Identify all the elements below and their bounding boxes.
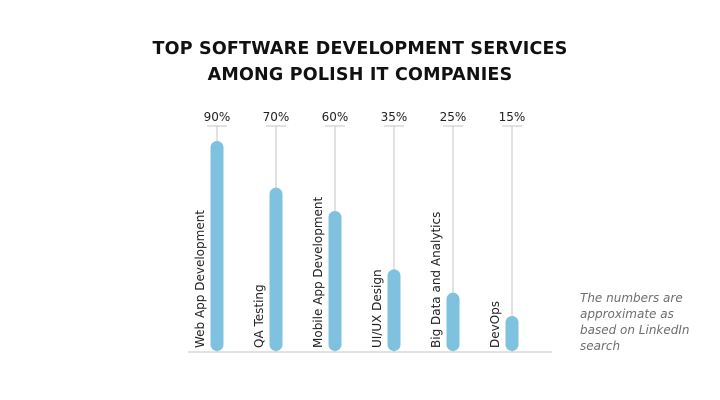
category-label: Big Data and Analytics <box>429 212 443 348</box>
value-label: 35% <box>381 110 408 124</box>
bar <box>269 187 283 351</box>
chart-title-line-1: TOP SOFTWARE DEVELOPMENT SERVICES <box>152 39 568 59</box>
bar <box>446 292 460 351</box>
category-label: Mobile App Development <box>311 196 325 348</box>
category-label: UI/UX Design <box>370 269 384 348</box>
value-label: 90% <box>204 110 231 124</box>
bar <box>210 141 224 351</box>
chart-title-line-2: AMONG POLISH IT COMPANIES <box>207 65 513 85</box>
category-label: Web App Development <box>193 210 207 348</box>
value-label: 60% <box>322 110 349 124</box>
value-label: 25% <box>440 110 467 124</box>
bar <box>387 269 401 351</box>
bar <box>505 316 519 351</box>
category-label: QA Testing <box>252 284 266 348</box>
value-label: 70% <box>263 110 290 124</box>
category-label: DevOps <box>488 301 502 348</box>
data-note: The numbers are approximate as based on … <box>580 291 690 353</box>
bar <box>328 211 342 351</box>
chart-title: TOP SOFTWARE DEVELOPMENT SERVICES AMONG … <box>0 36 720 88</box>
value-label: 15% <box>499 110 526 124</box>
